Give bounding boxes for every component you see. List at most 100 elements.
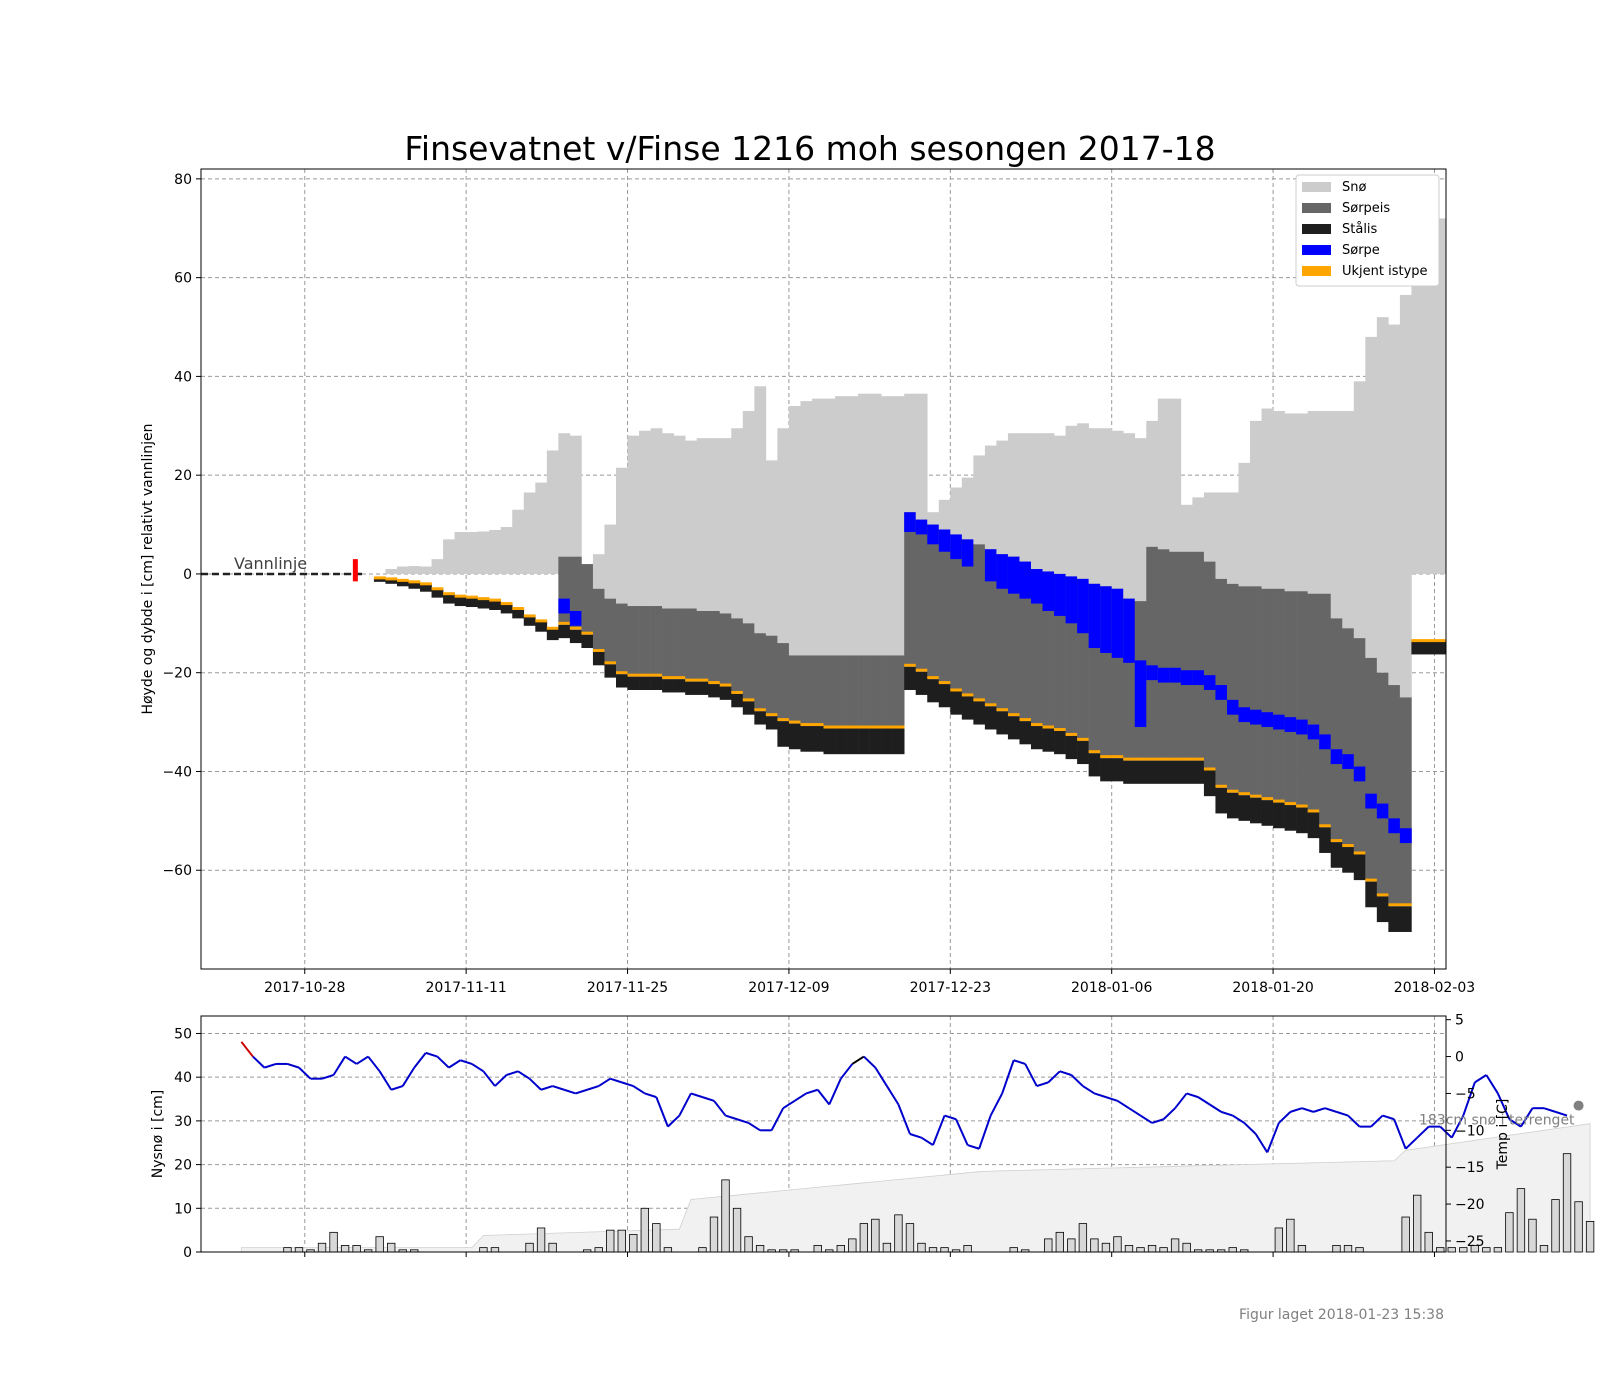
snow-bar	[1157, 398, 1170, 550]
snow-bar	[927, 512, 940, 525]
temp-line-segment	[609, 1077, 623, 1084]
temp-line-segment	[1197, 1096, 1211, 1106]
temp-line-segment	[356, 1055, 369, 1065]
temp-line-segment	[840, 1063, 854, 1080]
slush-ice-bar	[1284, 591, 1297, 804]
new-snow-bar	[1574, 1201, 1583, 1253]
slush-ice-bar	[673, 608, 686, 678]
temp-line-segment	[690, 1092, 703, 1099]
slush-ice-bar	[1169, 551, 1182, 760]
slush-ice-bar	[685, 608, 697, 681]
new-snow-bar	[1459, 1247, 1468, 1253]
new-snow-bar	[329, 1231, 338, 1253]
temp-line-segment	[598, 1077, 611, 1087]
legend-swatch	[1302, 182, 1331, 192]
unknown-ice-bar	[1169, 757, 1182, 761]
snow-bar	[1434, 218, 1447, 574]
slush-bar	[1353, 766, 1366, 782]
black-ice-bar	[385, 578, 398, 584]
snow-bar	[489, 529, 502, 574]
black-ice-bar	[1330, 842, 1343, 868]
snow-bar	[385, 569, 398, 574]
slush-bar	[558, 598, 571, 614]
unknown-ice-bar	[731, 690, 744, 694]
black-ice-bar	[1353, 854, 1366, 881]
temp-line-segment	[413, 1052, 427, 1069]
black-ice-bar	[719, 686, 732, 700]
snow-bar	[477, 531, 490, 574]
black-ice-bar	[685, 681, 697, 695]
slush-bar	[1065, 576, 1078, 624]
black-ice-bar	[904, 666, 917, 690]
slush-ice-bar	[569, 556, 582, 629]
slush-bar	[1226, 699, 1239, 715]
black-ice-bar	[662, 679, 674, 693]
x-tick-label: 2018-01-20	[1232, 980, 1313, 996]
slush-ice-bar	[1388, 685, 1401, 905]
black-ice-bar	[1376, 896, 1389, 923]
slush-bar	[1007, 556, 1020, 594]
temp-line-segment	[1485, 1074, 1499, 1094]
temp-line-segment	[1555, 1110, 1568, 1117]
new-snow-bar	[1228, 1247, 1237, 1253]
new-snow-bar	[1113, 1236, 1122, 1253]
black-ice-bar	[1422, 640, 1435, 655]
unknown-ice-bar	[569, 626, 582, 630]
snow-bar	[1031, 433, 1043, 569]
snow-bar	[650, 428, 663, 607]
slush-ice-bar	[823, 655, 836, 728]
snow-bar	[708, 438, 721, 611]
waterline-label: Vannlinje	[234, 554, 307, 573]
slush-bar	[1180, 670, 1193, 686]
unknown-ice-bar	[385, 577, 398, 581]
temp-line-segment	[1496, 1093, 1511, 1120]
slush-bar	[1319, 734, 1332, 750]
slush-ice-bar	[719, 613, 732, 686]
new-snow-bar	[536, 1227, 546, 1253]
unknown-ice-bar	[373, 576, 386, 580]
slush-ice-bar	[662, 608, 674, 678]
black-ice-bar	[512, 608, 525, 619]
unknown-ice-bar	[408, 580, 421, 584]
unknown-ice-bar	[1077, 737, 1089, 741]
snow-bar	[904, 393, 917, 513]
slush-ice-bar	[639, 606, 651, 676]
temp-line-segment	[1254, 1133, 1269, 1153]
slush-bar	[927, 524, 940, 545]
new-snow-bar	[1170, 1238, 1180, 1253]
new-snow-bar	[744, 1236, 753, 1253]
legend-swatch	[1302, 224, 1331, 234]
slush-bar	[1284, 717, 1297, 732]
snow-bar	[1203, 492, 1216, 562]
temp-line-segment	[1370, 1114, 1384, 1128]
new-snow-bar	[1101, 1242, 1111, 1253]
unknown-ice-bar	[1180, 757, 1193, 761]
legend-label: Snø	[1342, 180, 1366, 195]
snow-bar	[431, 559, 444, 574]
new-snow-bar	[548, 1242, 557, 1253]
temp-line-segment	[1543, 1107, 1556, 1113]
temp-line-segment	[575, 1088, 588, 1095]
slush-bar	[1330, 749, 1343, 765]
new-snow-bar	[606, 1229, 615, 1253]
new-snow-bar	[1482, 1247, 1491, 1253]
black-ice-bar	[1365, 881, 1378, 908]
black-ice-bar	[581, 634, 594, 649]
unknown-ice-bar	[639, 673, 651, 677]
new-snow-bar	[1055, 1231, 1064, 1253]
slush-ice-bar	[1042, 571, 1055, 728]
black-ice-bar	[1157, 760, 1170, 784]
temp-line-segment	[632, 1085, 646, 1095]
slush-ice-bar	[1238, 586, 1251, 794]
slush-ice-bar	[811, 655, 824, 725]
black-ice-bar	[569, 629, 582, 644]
snow-bar	[1134, 438, 1147, 602]
temp-line-segment	[1462, 1082, 1476, 1116]
temp-line-segment	[644, 1092, 657, 1099]
temp-line-segment	[264, 1062, 277, 1069]
unknown-ice-bar	[811, 723, 824, 727]
slush-ice-bar	[892, 655, 905, 728]
slush-ice-bar	[1330, 618, 1343, 841]
black-ice-bar	[1054, 730, 1066, 755]
black-ice-bar	[1215, 787, 1228, 814]
